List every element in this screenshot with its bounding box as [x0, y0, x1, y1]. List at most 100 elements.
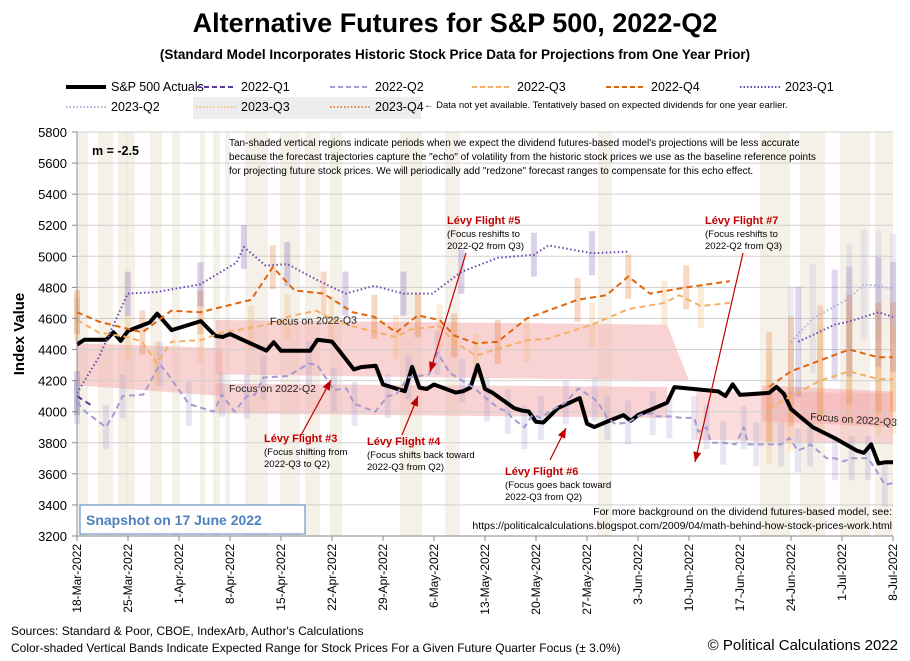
range-bar [881, 462, 888, 507]
range-bar [794, 428, 801, 473]
x-tick-labels: 18-Mar-2022 25-Mar-2022 1-Apr-2022 8-Apr-20… [70, 536, 900, 615]
series-line-q3-2022 [76, 294, 730, 365]
series-line-actuals [75, 311, 893, 466]
legend-item-2023-q1: 2023-Q1 [738, 80, 834, 94]
x-tick-label: 3-Jun-2022 [631, 544, 645, 605]
levy-flight-title: Lévy Flight #6 [505, 466, 578, 478]
arrowhead-icon [410, 396, 418, 407]
legend-swatch [66, 85, 106, 89]
y-tick-labels: 3200 3400 3600 3800 4000 4200 4400 4600 4800 5000… [38, 125, 77, 544]
x-tick-label: 8-Apr-2022 [223, 544, 237, 604]
y-tick-label: 5400 [38, 187, 67, 202]
y-tick-label: 3200 [38, 529, 67, 544]
legend-item-2023-q3: 2023-Q3 [194, 100, 290, 114]
y-tick-label: 3400 [38, 498, 67, 513]
range-bar [504, 389, 511, 434]
levy-flight-desc: 2022-Q3 from Q2) [505, 492, 582, 503]
range-bar [817, 305, 824, 416]
range-bar [846, 266, 853, 377]
legend-swatch [472, 86, 512, 88]
series-line-q4-2022 [768, 348, 893, 388]
snapshot-label: Snapshot on 17 June 2022 [86, 512, 262, 528]
range-bar [788, 316, 794, 427]
redzone-band [77, 343, 223, 397]
legend-swatch [330, 86, 370, 88]
chart-subtitle: (Standard Model Incorporates Historic St… [159, 47, 751, 62]
copyright: © Political Calculations 2022 [707, 637, 898, 654]
x-tick-label: 25-Mar-2022 [121, 544, 135, 613]
x-tick-label: 1-Apr-2022 [172, 544, 186, 604]
legend-item-2022-q4: 2022-Q4 [604, 80, 700, 94]
tan-band [840, 132, 870, 536]
range-bar [472, 333, 479, 378]
background-link[interactable]: https://politicalcalculations.blogspot.c… [472, 520, 892, 532]
legend-item-2022-q1: 2022-Q1 [194, 80, 290, 94]
bands-note: Color-shaded Vertical Bands Indicate Exp… [11, 641, 621, 655]
tan-band [78, 132, 88, 536]
x-tick-label: 20-May-2022 [529, 544, 543, 615]
range-bar [320, 271, 327, 316]
range-bar [327, 296, 334, 341]
y-tick-label: 5000 [38, 249, 67, 264]
levy-flight-desc: 2022-Q2 from Q3) [705, 241, 782, 252]
range-bar [846, 243, 853, 354]
legend-label: 2022-Q4 [651, 80, 700, 94]
levy-flight-desc: (Focus reshifts to [705, 229, 778, 240]
legend-item-2023-q4: 2023-Q4 [328, 100, 424, 114]
x-tick-label: 13-May-2022 [478, 544, 492, 615]
range-bar [351, 381, 358, 426]
range-bar [860, 229, 867, 340]
tan-band [172, 132, 180, 536]
legend-label: 2023-Q3 [241, 100, 290, 114]
range-bar [753, 422, 760, 467]
annotation-arrow [429, 252, 467, 373]
series-line-q1-2023 [76, 244, 629, 394]
range-bar [102, 405, 109, 450]
y-tick-label: 4800 [38, 280, 67, 295]
info-line: because the forecast trajectories captur… [229, 152, 816, 163]
range-bar [817, 325, 824, 436]
y-tick-label: 4200 [38, 374, 67, 389]
legend-item-2022-q3: 2022-Q3 [470, 80, 566, 94]
x-tick-label: 15-Apr-2022 [274, 544, 288, 611]
x-tick-label: 18-Mar-2022 [70, 544, 84, 613]
levy-flight-desc: (Focus reshifts to [447, 229, 520, 240]
x-tick-label: 24-Jun-2022 [784, 544, 798, 612]
range-bar [330, 367, 337, 412]
legend-swatch [196, 86, 236, 88]
levy-flight-desc: (Focus shifts back toward [367, 450, 475, 461]
levy-flight-title: Lévy Flight #3 [264, 433, 337, 445]
x-tick-label: 29-Apr-2022 [376, 544, 390, 611]
series-lines [75, 244, 894, 486]
range-bar [865, 436, 872, 481]
legend-label: 2023-Q4 [375, 100, 424, 114]
range-bar [875, 324, 882, 435]
range-bar [691, 395, 698, 440]
range-bar [683, 265, 690, 310]
legend-shade [193, 97, 421, 119]
range-bar [624, 400, 631, 445]
legend-label: 2022-Q1 [241, 80, 290, 94]
range-bar [809, 263, 816, 374]
levy-flight-title: Lévy Flight #4 [367, 436, 441, 448]
levy-flight-desc: 2022-Q3 to Q2) [264, 459, 330, 470]
levy-flight-desc: 2022-Q2 from Q3) [447, 241, 524, 252]
tan-band [118, 132, 128, 536]
tan-band [150, 132, 162, 536]
x-tick-label: 17-Jun-2022 [733, 544, 747, 612]
range-bar [139, 310, 146, 355]
y-tick-label: 5600 [38, 156, 67, 171]
chart-title: Alternative Futures for S&P 500, 2022-Q2 [192, 8, 718, 38]
tan-band [126, 132, 135, 536]
redzone-label: Focus on 2022-Q2 [229, 383, 316, 395]
redzone-label: Focus on 2022-Q3 [270, 314, 357, 328]
info-text: Tan-shaded vertical regions indicate per… [229, 138, 816, 177]
range-bar [890, 233, 896, 344]
series-line-q1-2022 [76, 395, 93, 407]
arrowhead-icon [429, 361, 437, 372]
range-bar [414, 293, 421, 338]
range-bar [574, 277, 581, 322]
range-bar [124, 271, 131, 316]
